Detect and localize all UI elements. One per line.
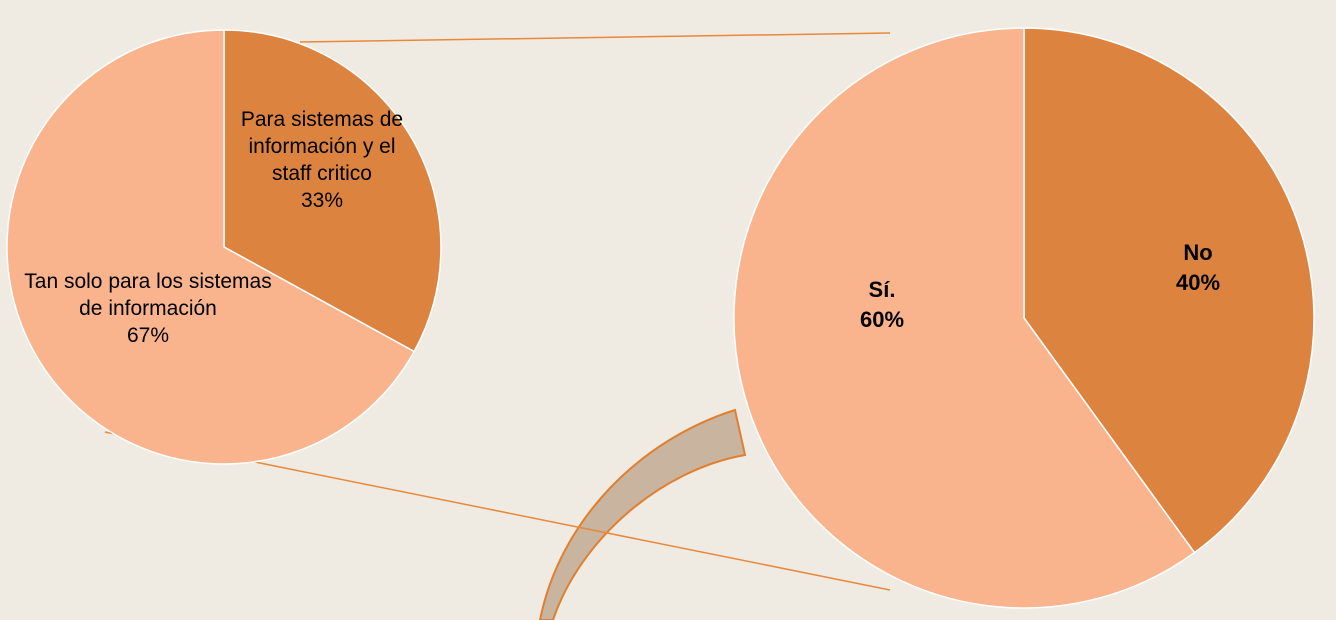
slice-category: No	[1183, 240, 1213, 265]
pie-slice	[6, 29, 416, 465]
connector-line	[254, 461, 891, 591]
pies	[6, 27, 1315, 609]
slice-value-label: 40%	[1175, 270, 1221, 295]
slice-label: Para sistemas de información y el staff …	[232, 106, 412, 214]
slice-category: Para sistemas de información y el staff …	[240, 108, 404, 185]
pie-slice	[1023, 27, 1315, 554]
slice-label: Tan solo para los sistemas de informació…	[20, 268, 276, 349]
slice-label: Sí. 60%	[822, 275, 942, 335]
slice-value-label: 67%	[126, 324, 170, 347]
slice-label: No 40%	[1138, 238, 1258, 298]
slice-value-label: 60%	[859, 307, 905, 332]
pie-slice	[223, 29, 442, 353]
connector-band	[538, 408, 747, 620]
pie-slice	[733, 27, 1196, 609]
connector-line	[299, 32, 891, 43]
slice-value-label: 33%	[300, 189, 344, 212]
slice-category: Sí.	[868, 277, 896, 302]
slice-category: Tan solo para los sistemas de informació…	[24, 270, 272, 320]
